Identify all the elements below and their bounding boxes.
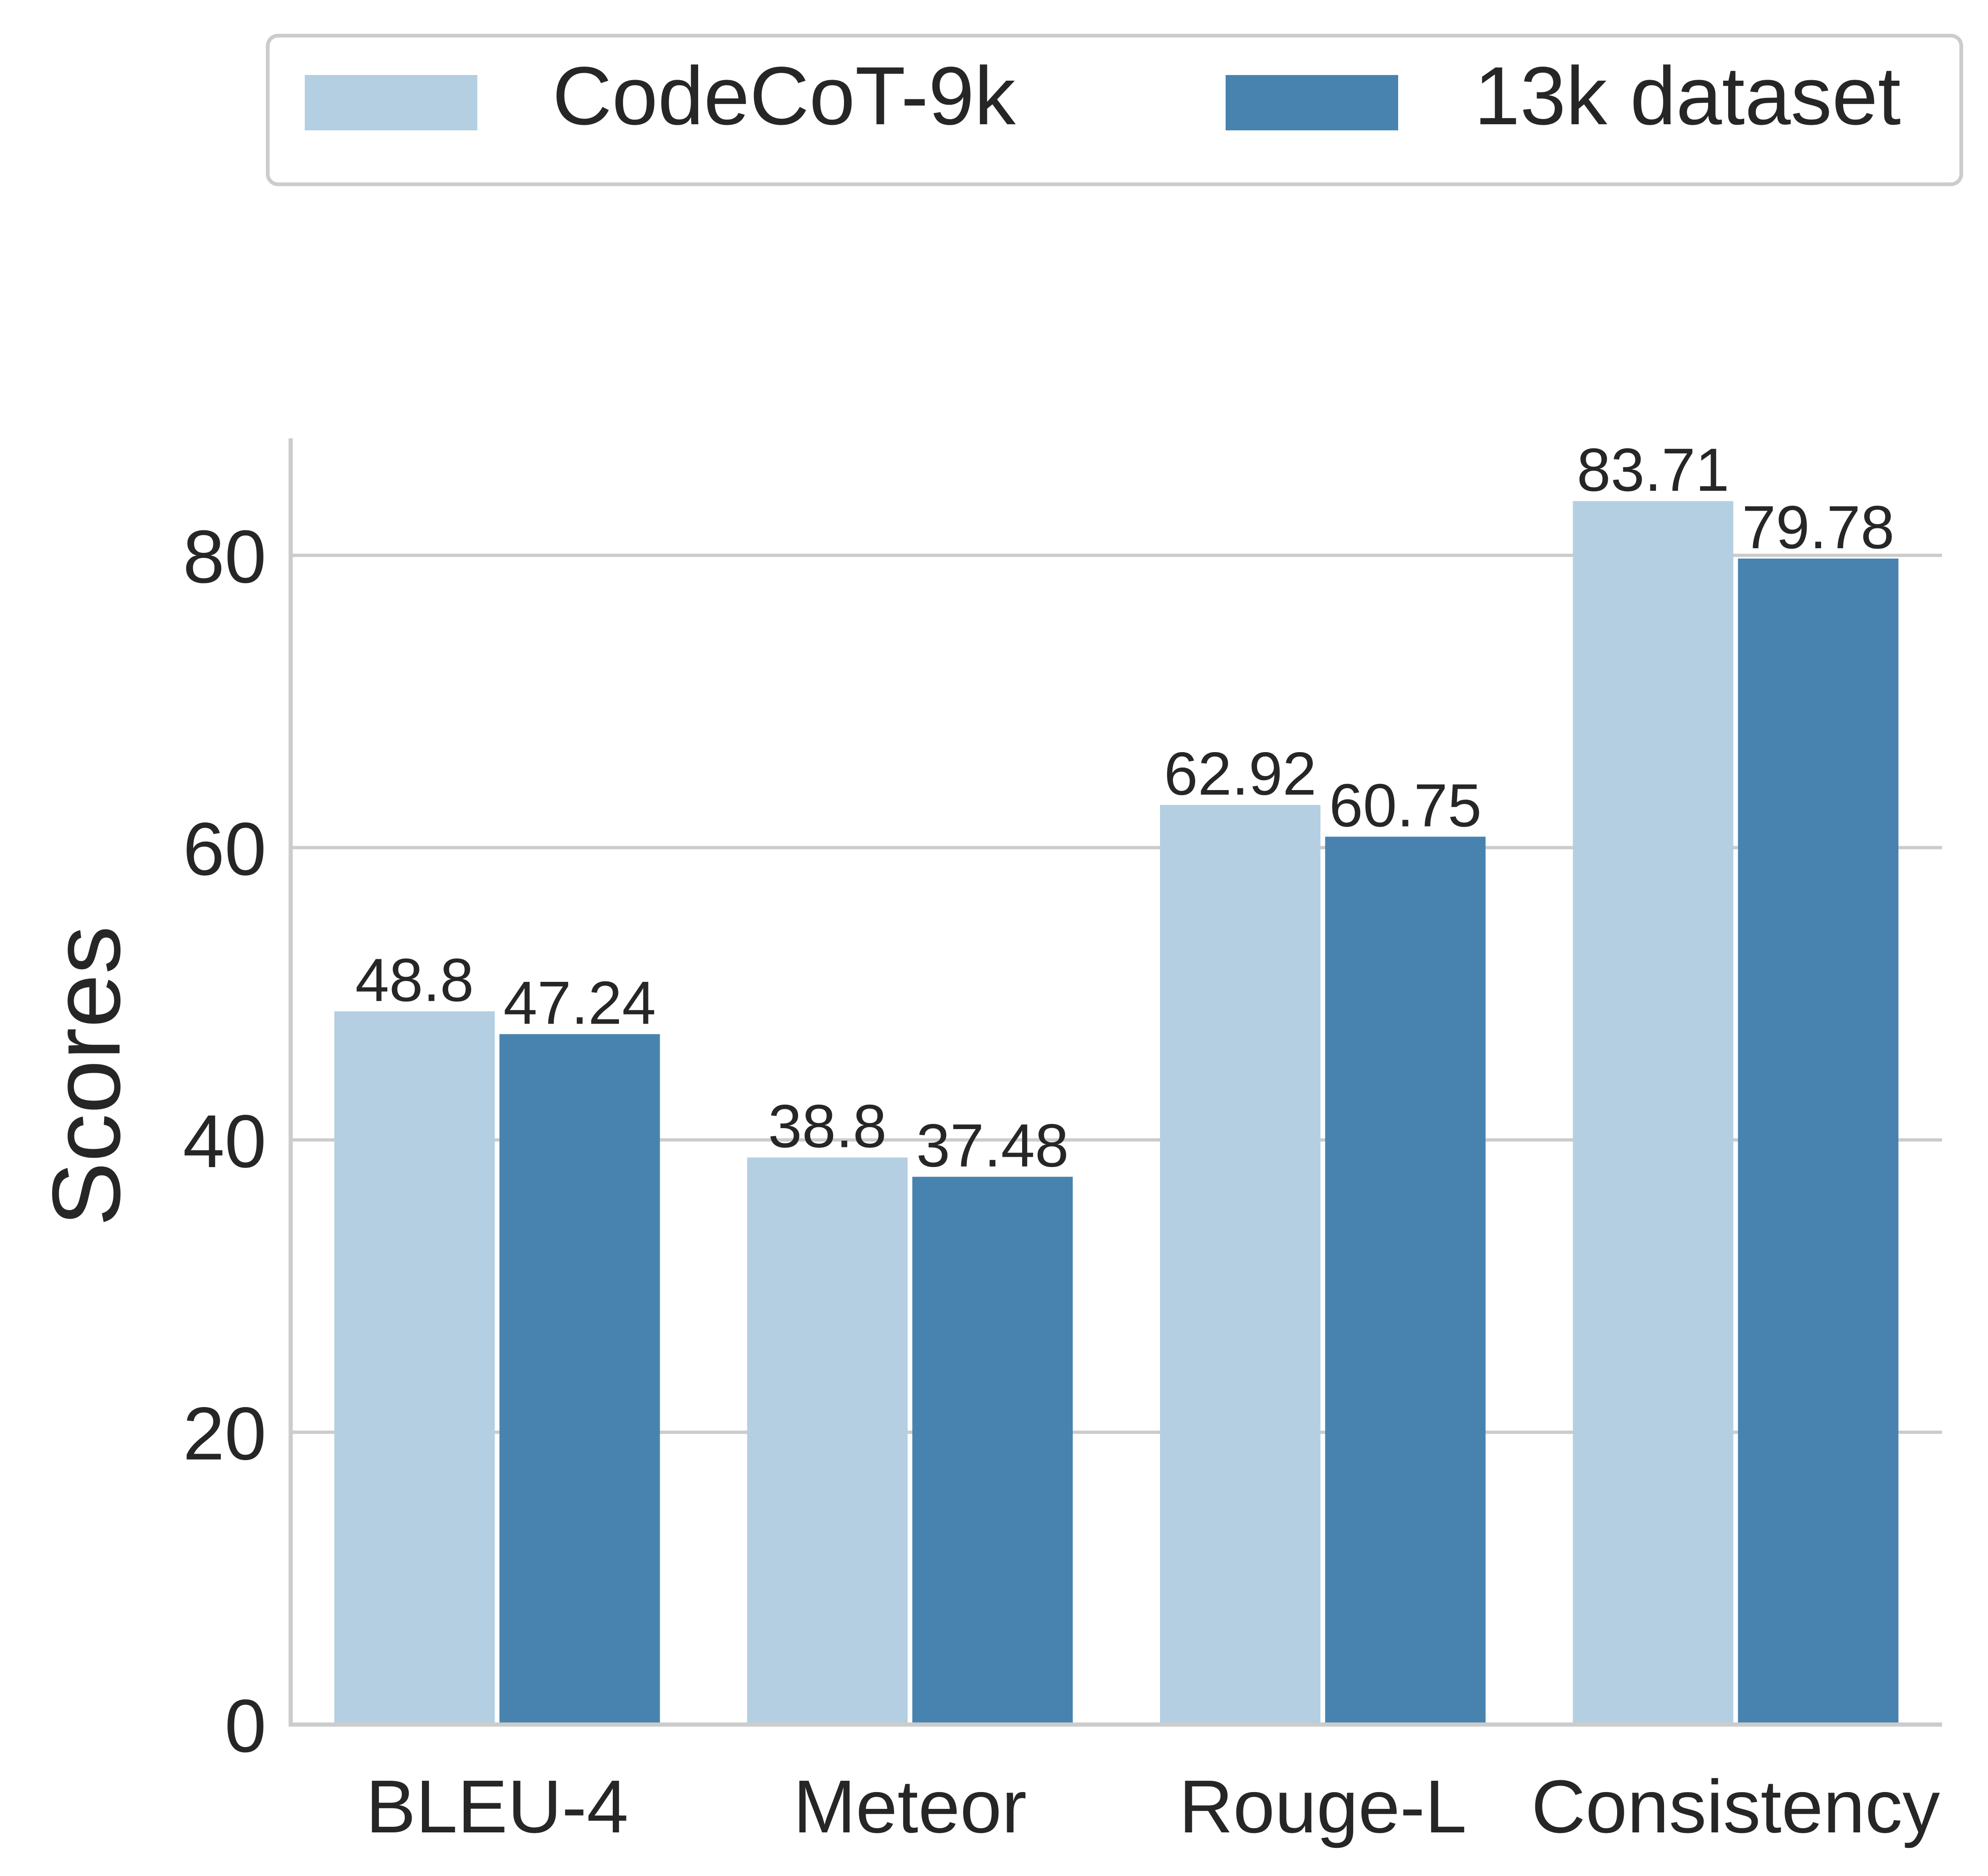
bar-codecot-9k-rouge-l (1160, 805, 1321, 1725)
x-tick-label-consistency: Consistency (1531, 1764, 1940, 1848)
axes: 0 20 40 60 80 BLEU-4 Meteor Rouge-L Consistency (183, 438, 1942, 1848)
x-tick-label-rouge-l: Rouge-L (1179, 1764, 1467, 1848)
y-axis-title: Scores (32, 926, 140, 1226)
y-tick-label-20: 20 (183, 1392, 266, 1476)
bar-codecot-9k-consistency (1573, 501, 1733, 1725)
legend-swatch-13k-dataset (1226, 75, 1398, 130)
y-tick-label-80: 80 (183, 514, 266, 598)
legend: CodeCoT-9k 13k dataset (266, 34, 1963, 186)
legend-swatch-codecot-9k (305, 75, 477, 130)
legend-label-codecot-9k: CodeCoT-9k (552, 50, 1016, 142)
bar-label-codecot-9k-rouge-l: 62.92 (1164, 739, 1316, 808)
x-tick-label-meteor: Meteor (793, 1764, 1027, 1848)
bars (334, 501, 1898, 1725)
bar-label-13k-dataset-bleu-4: 47.24 (504, 969, 656, 1037)
bar-13k-dataset-meteor (912, 1176, 1073, 1725)
y-tick-label-0: 0 (225, 1684, 266, 1768)
bar-label-codecot-9k-meteor: 38.8 (768, 1092, 887, 1160)
bar-label-codecot-9k-bleu-4: 48.8 (355, 946, 474, 1014)
legend-label-13k-dataset: 13k dataset (1474, 50, 1901, 142)
y-tick-label-40: 40 (183, 1099, 266, 1183)
legend-frame (266, 34, 1963, 186)
bar-13k-dataset-bleu-4 (499, 1034, 660, 1725)
y-tick-label-60: 60 (183, 807, 266, 891)
bar-label-13k-dataset-rouge-l: 60.75 (1329, 771, 1482, 839)
bar-codecot-9k-bleu-4 (334, 1011, 495, 1725)
bar-label-13k-dataset-meteor: 37.48 (916, 1111, 1069, 1180)
bar-label-13k-dataset-consistency: 79.78 (1742, 493, 1894, 561)
bar-codecot-9k-meteor (747, 1157, 908, 1725)
bar-13k-dataset-rouge-l (1325, 836, 1486, 1725)
bar-label-codecot-9k-consistency: 83.71 (1577, 436, 1729, 504)
x-tick-label-bleu-4: BLEU-4 (366, 1764, 628, 1848)
bar-13k-dataset-consistency (1738, 558, 1898, 1725)
